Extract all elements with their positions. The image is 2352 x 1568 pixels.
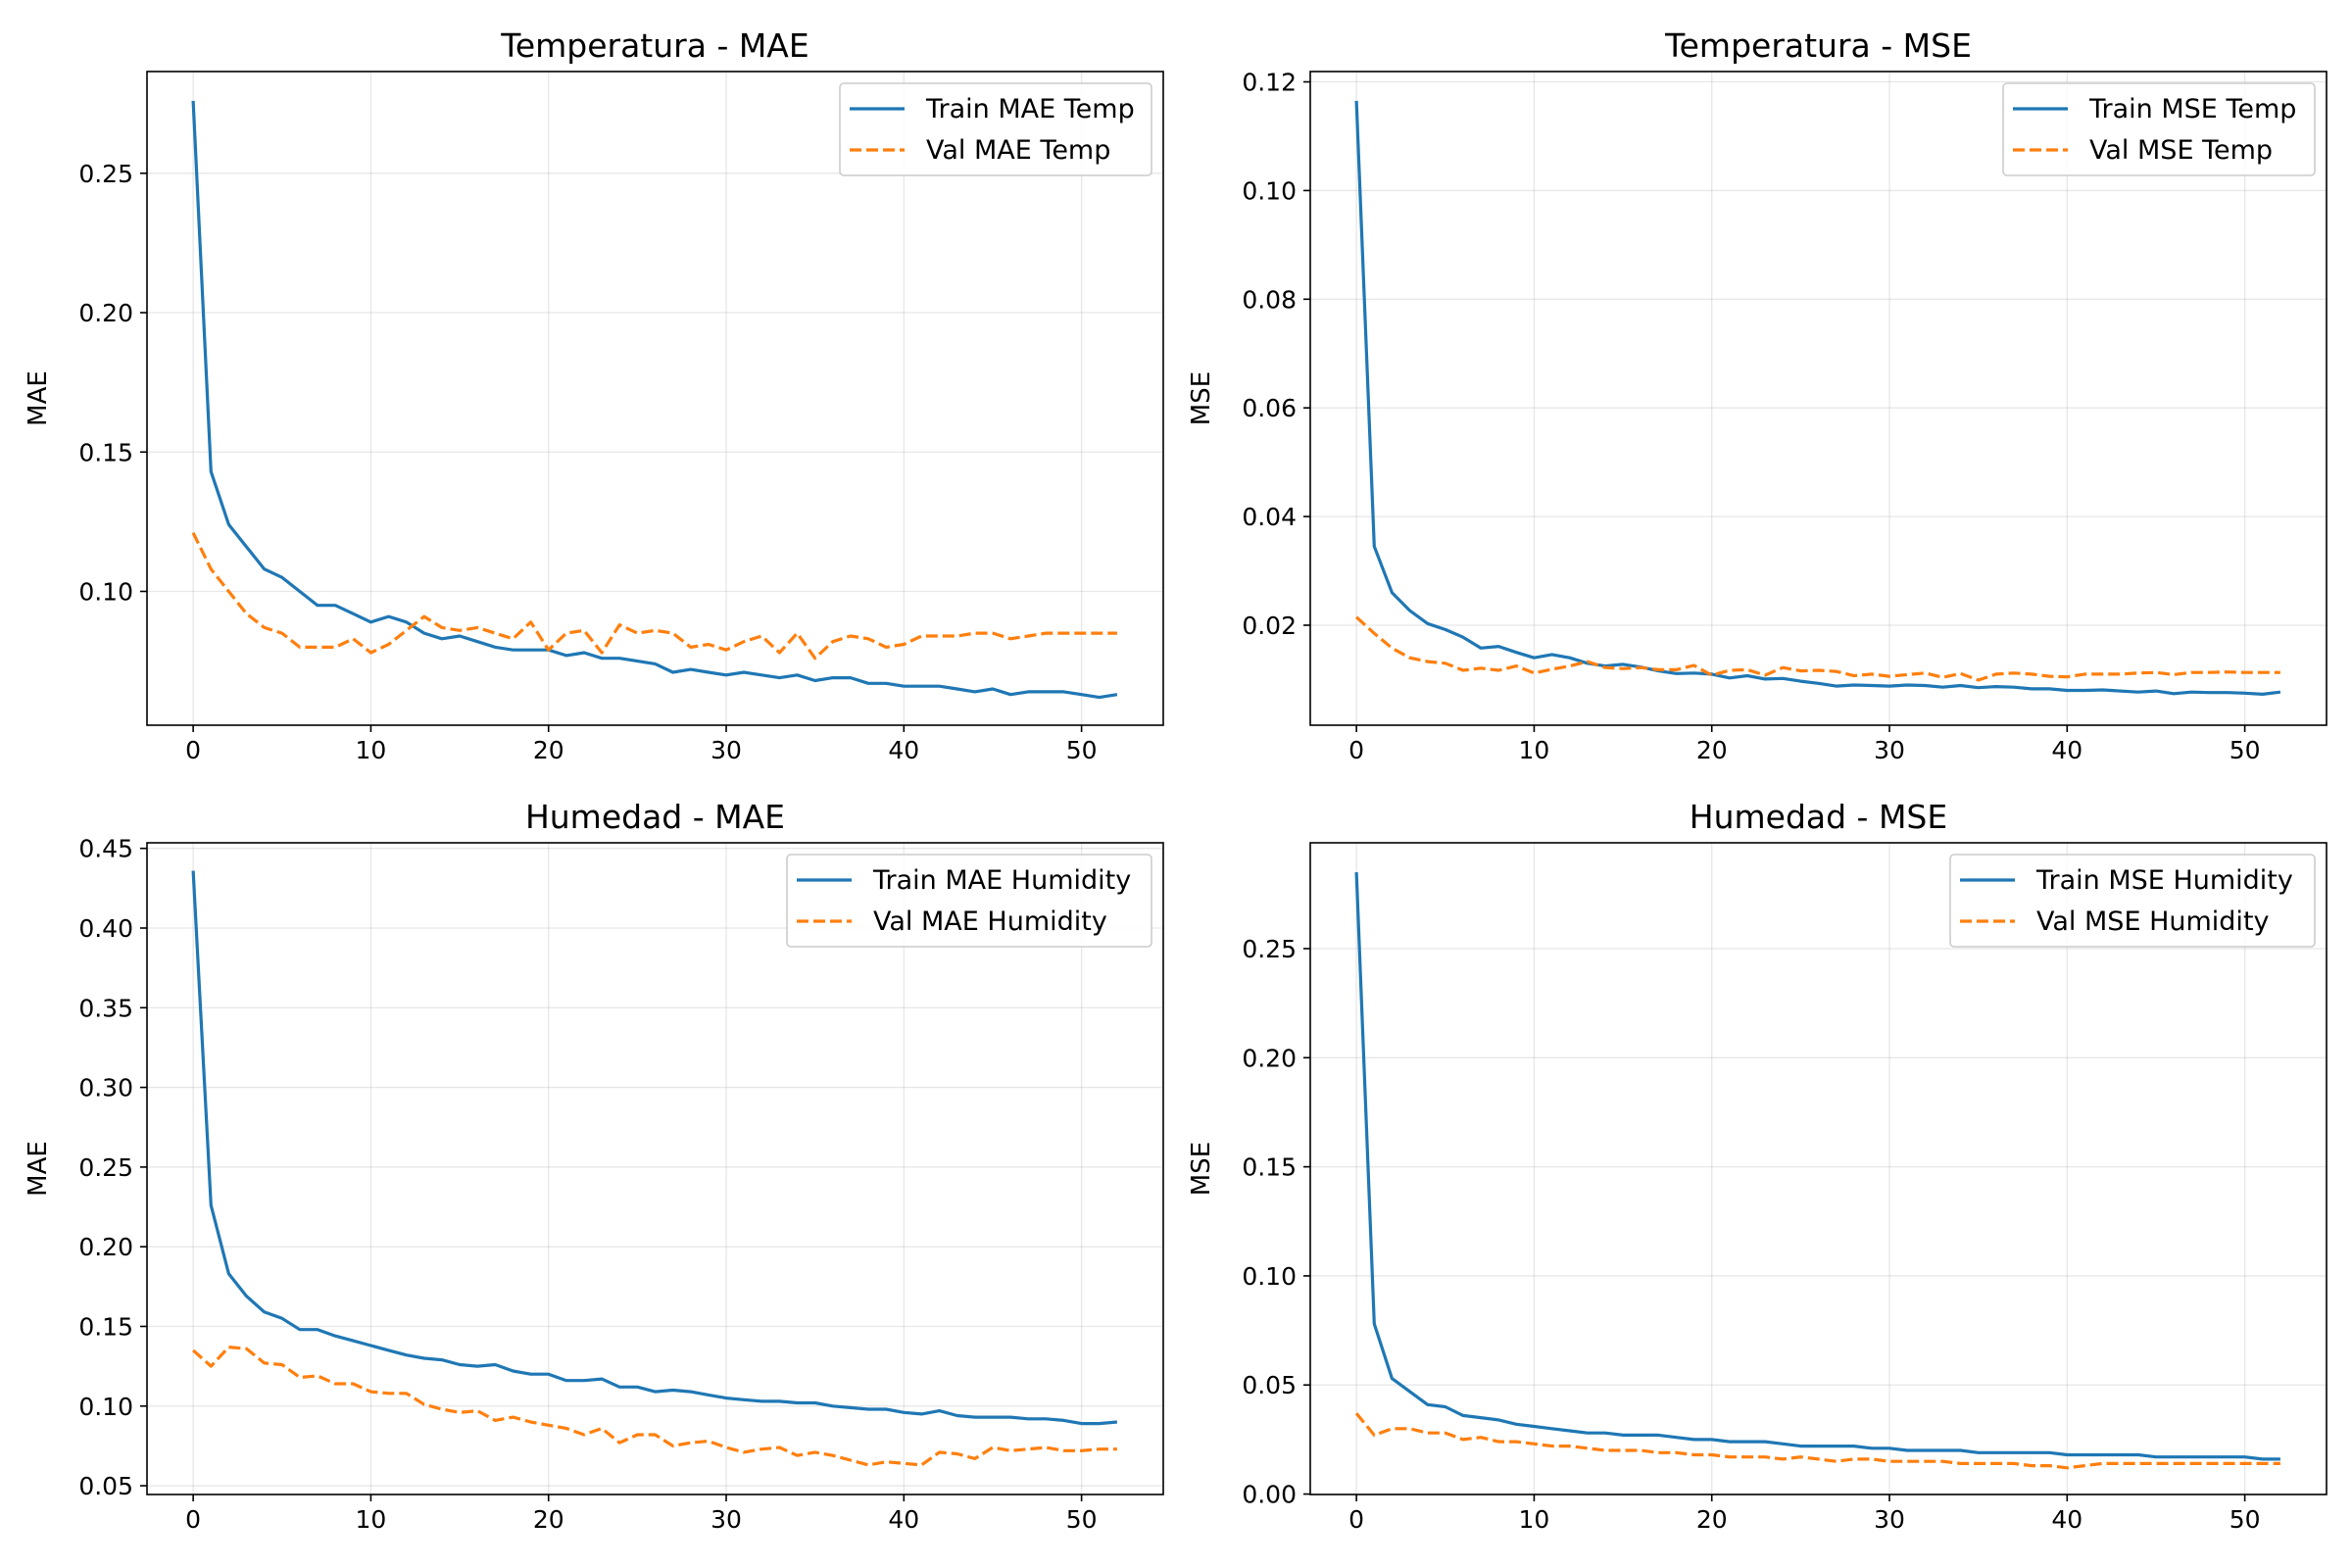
legend-label: Train MSE Humidity xyxy=(2035,865,2293,896)
y-tick-label: 0.20 xyxy=(78,299,133,327)
x-tick-label: 50 xyxy=(2230,736,2261,764)
y-tick-label: 0.45 xyxy=(78,835,133,863)
x-tick-label: 40 xyxy=(2051,736,2082,764)
y-axis-label: MAE xyxy=(24,1141,53,1197)
legend: Train MSE Humidity Val MSE Humidity xyxy=(1949,854,2316,948)
series-line-val xyxy=(1355,615,2280,682)
legend: Train MAE Humidity Val MAE Humidity xyxy=(786,854,1152,948)
x-tick-label: 30 xyxy=(710,736,742,764)
y-tick-label: 0.05 xyxy=(1242,1371,1297,1399)
y-tick-label: 0.06 xyxy=(1242,394,1297,422)
x-tick-label: 10 xyxy=(1519,736,1550,764)
x-tick-label: 40 xyxy=(2051,1505,2082,1534)
y-tick-label: 0.10 xyxy=(78,577,133,606)
chart-panel-4: 0 10 20 30 40 50 0.00 0.05 0.10 0.15 0.20 0.25 Humed… xyxy=(1187,798,2328,1534)
series-line-train xyxy=(191,100,1118,700)
x-tick-label: 40 xyxy=(888,1505,919,1534)
y-tick-label: 0.35 xyxy=(78,994,133,1022)
y-tick-label: 0.15 xyxy=(78,1312,133,1341)
y-tick-label: 0.20 xyxy=(1242,1044,1297,1072)
x-tick-label: 0 xyxy=(185,1505,201,1534)
legend-label: Val MAE Humidity xyxy=(873,906,1107,937)
x-tick-label: 0 xyxy=(185,736,201,764)
legend-frame xyxy=(1949,854,2316,948)
y-tick-label: 0.25 xyxy=(78,160,133,188)
chart-panel-2: 0 10 20 30 40 50 0.02 0.04 0.06 0.08 0.10 0.12 Tempe… xyxy=(1187,26,2328,764)
legend-label: Val MSE Humidity xyxy=(2036,906,2270,937)
series-line-val xyxy=(1354,1412,2280,1470)
legend: Train MAE Temp Val MAE Temp xyxy=(839,82,1152,176)
y-tick-label: 0.40 xyxy=(78,914,133,943)
y-tick-label: 0.10 xyxy=(1242,176,1297,205)
chart-title: Humedad - MAE xyxy=(525,798,785,836)
legend-frame xyxy=(786,854,1152,948)
x-tick-label: 0 xyxy=(1348,1505,1364,1534)
x-tick-label: 50 xyxy=(1066,736,1098,764)
chart-title: Temperatura - MSE xyxy=(1664,26,1972,65)
legend-label: Val MAE Temp xyxy=(926,135,1110,166)
x-tick-label: 20 xyxy=(1696,736,1728,764)
legend-frame xyxy=(2002,82,2316,176)
y-tick-label: 0.15 xyxy=(1242,1153,1297,1182)
y-tick-label: 0.02 xyxy=(1242,612,1297,640)
x-tick-label: 20 xyxy=(533,1505,564,1534)
legend: Train MSE Temp Val MSE Temp xyxy=(2002,82,2316,176)
chart-panel-1: 0 10 20 30 40 50 0.10 0.15 0.20 0.25 Temperatura -… xyxy=(24,26,1164,764)
x-tick-label: 20 xyxy=(533,736,564,764)
x-tick-label: 10 xyxy=(356,736,387,764)
y-axis-label: MAE xyxy=(24,370,53,426)
x-tick-label: 50 xyxy=(2230,1505,2261,1534)
legend-label: Val MSE Temp xyxy=(2089,135,2273,166)
legend-label: Train MSE Temp xyxy=(2088,94,2296,124)
y-tick-label: 0.12 xyxy=(1242,69,1297,97)
x-tick-label: 10 xyxy=(356,1505,387,1534)
x-tick-label: 20 xyxy=(1696,1505,1728,1534)
y-axis-label: MSE xyxy=(1187,371,1216,425)
x-tick-label: 40 xyxy=(888,736,919,764)
x-tick-label: 10 xyxy=(1519,1505,1550,1534)
y-tick-label: 0.05 xyxy=(78,1472,133,1500)
x-tick-label: 30 xyxy=(1874,1505,1905,1534)
axes-frame xyxy=(1309,842,2328,1495)
series-line-val xyxy=(192,1345,1117,1467)
x-tick-label: 50 xyxy=(1066,1505,1098,1534)
chart-title: Temperatura - MAE xyxy=(500,26,808,65)
series-line-val xyxy=(191,531,1117,661)
series-line-train xyxy=(1354,100,2281,697)
y-tick-label: 0.25 xyxy=(78,1153,133,1182)
axes-frame xyxy=(146,842,1164,1495)
y-tick-label: 0.20 xyxy=(78,1233,133,1261)
axes-frame xyxy=(146,71,1164,726)
series-line-train xyxy=(1354,872,2280,1461)
series-line-train xyxy=(191,870,1118,1426)
legend-frame xyxy=(839,82,1152,176)
x-tick-label: 30 xyxy=(710,1505,742,1534)
x-tick-label: 30 xyxy=(1874,736,1905,764)
y-tick-label: 0.25 xyxy=(1242,935,1297,963)
y-tick-label: 0.30 xyxy=(78,1074,133,1102)
legend-label: Train MAE Humidity xyxy=(872,865,1131,896)
y-axis-label: MSE xyxy=(1187,1142,1216,1196)
y-tick-label: 0.08 xyxy=(1242,285,1297,314)
chart-title: Humedad - MSE xyxy=(1690,798,1947,836)
chart-panel-3: 0 10 20 30 40 50 0.05 0.10 0.15 0.20 0.25 0.30 0.35 0… xyxy=(24,798,1164,1534)
y-tick-label: 0.10 xyxy=(78,1393,133,1421)
y-tick-label: 0.10 xyxy=(1242,1262,1297,1291)
y-tick-label: 0.15 xyxy=(78,438,133,466)
x-tick-label: 0 xyxy=(1348,736,1364,764)
legend-label: Train MAE Temp xyxy=(925,94,1135,124)
y-tick-label: 0.04 xyxy=(1242,503,1297,531)
y-tick-label: 0.00 xyxy=(1242,1481,1297,1509)
axes-frame xyxy=(1309,71,2328,726)
